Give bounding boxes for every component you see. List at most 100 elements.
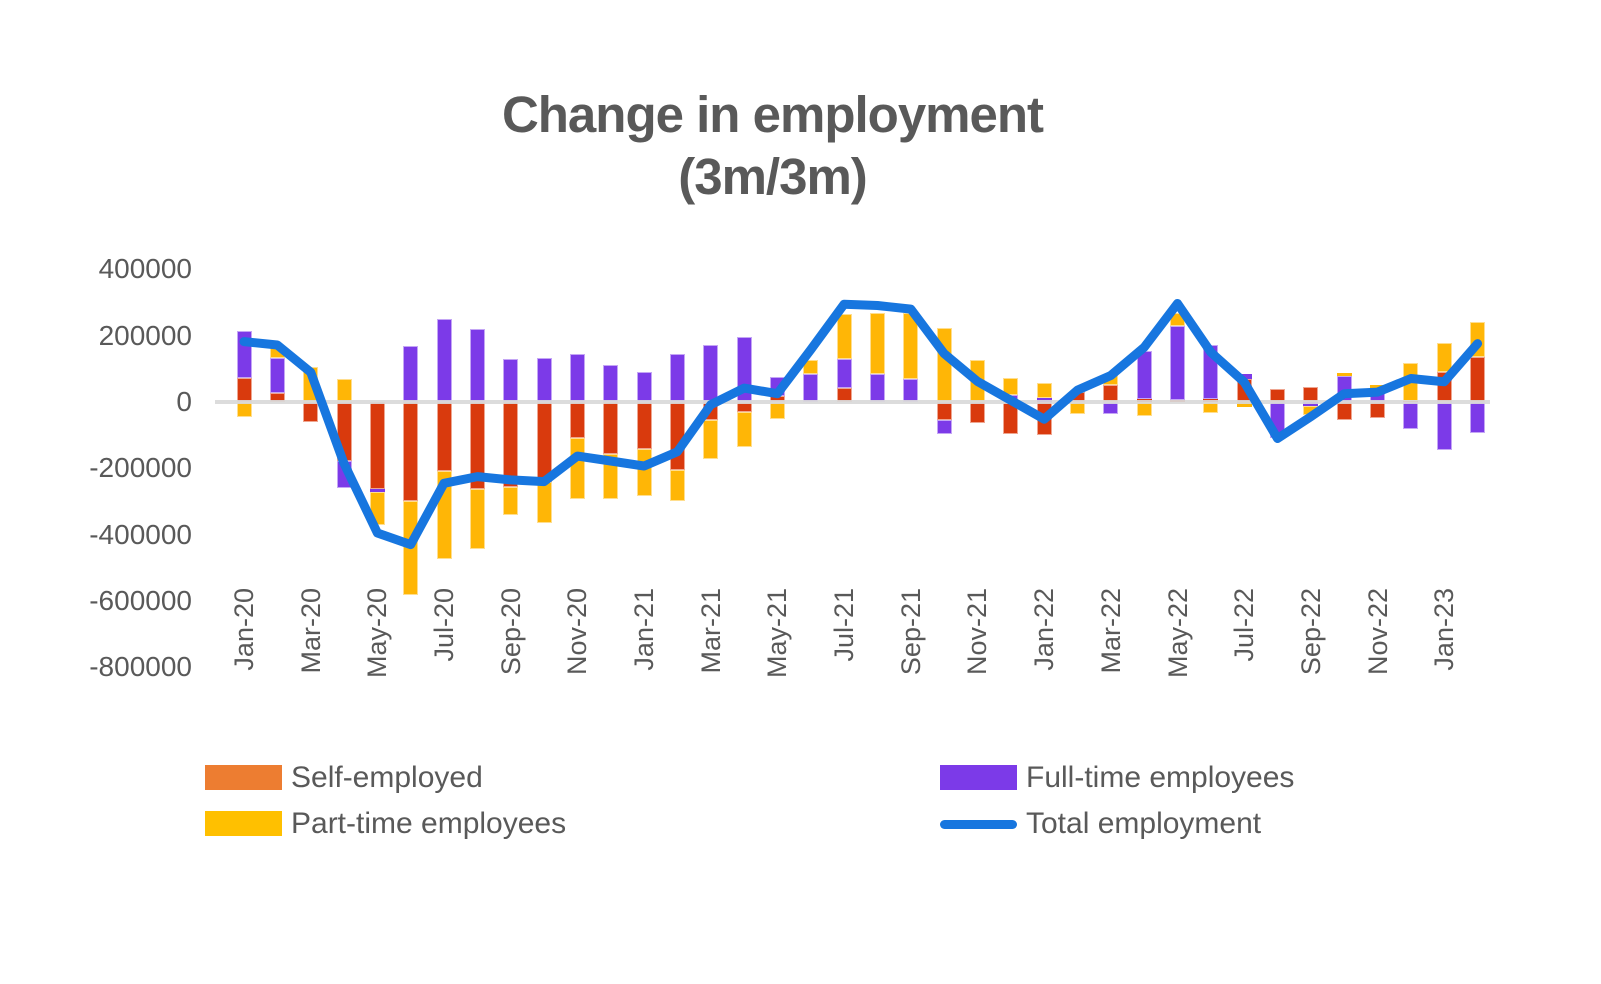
bar-segment-part-time-employees — [1336, 373, 1352, 377]
zero-gridline — [215, 400, 1490, 404]
x-axis-label: Jan-21 — [629, 588, 660, 671]
bar-segment-part-time-employees — [903, 312, 919, 379]
bar-segment-full-time-employees — [703, 344, 719, 402]
bar-segment-full-time-employees — [1136, 351, 1152, 400]
bar-segment-full-time-employees — [803, 374, 819, 402]
x-axis-label: Jul-20 — [429, 588, 460, 662]
y-axis-label: -200000 — [89, 452, 192, 484]
bar-segment-part-time-employees — [936, 328, 952, 402]
bar-segment-full-time-employees — [603, 364, 619, 402]
bar-segment-full-time-employees — [336, 461, 352, 488]
legend-swatch-total-employment — [940, 820, 1017, 829]
bar-segment-self-employed — [636, 402, 652, 450]
x-axis-label: Jan-23 — [1429, 588, 1460, 671]
bar-segment-full-time-employees — [1336, 376, 1352, 402]
bar-segment-self-employed — [569, 402, 585, 439]
bar-segment-part-time-employees — [636, 449, 652, 496]
x-axis-label: May-22 — [1162, 588, 1193, 679]
bar-segment-part-time-employees — [736, 411, 752, 447]
bar-segment-self-employed — [1036, 402, 1052, 436]
bar-segment-self-employed — [1436, 372, 1452, 402]
bar-segment-self-employed — [936, 402, 952, 420]
bar-segment-full-time-employees — [1436, 402, 1452, 451]
bar-segment-part-time-employees — [336, 379, 352, 402]
bar-segment-full-time-employees — [569, 353, 585, 402]
bar-segment-full-time-employees — [1170, 326, 1186, 400]
bar-segment-part-time-employees — [1136, 402, 1152, 416]
chart-title-line1: Change in employment — [501, 86, 1044, 143]
y-axis-label: 400000 — [98, 253, 192, 285]
x-axis-label: Jan-20 — [229, 588, 259, 671]
bar-segment-self-employed — [336, 402, 352, 462]
bar-segment-part-time-employees — [1103, 375, 1119, 386]
legend-label: Full-time employees — [1026, 761, 1295, 794]
bar-segment-part-time-employees — [1170, 312, 1186, 327]
bar-segment-self-employed — [969, 402, 985, 423]
bar-segment-part-time-employees — [836, 314, 852, 359]
bar-segment-part-time-employees — [1370, 385, 1386, 390]
bar-segment-part-time-employees — [1036, 383, 1052, 399]
bar-segment-full-time-employees — [1470, 402, 1486, 434]
bar-segment-full-time-employees — [469, 329, 485, 402]
bar-segment-part-time-employees — [703, 419, 719, 460]
bar-segment-full-time-employees — [936, 419, 952, 434]
bar-segment-full-time-employees — [1236, 374, 1252, 380]
chart-title-line2: (3m/3m) — [678, 148, 868, 205]
x-axis-label: Mar-21 — [695, 588, 726, 674]
x-axis-label: May-21 — [762, 588, 793, 679]
x-axis-label: Mar-20 — [295, 588, 326, 674]
bar-segment-self-employed — [1470, 356, 1486, 402]
bar-segment-full-time-employees — [536, 357, 552, 402]
bar-segment-full-time-employees — [436, 319, 452, 402]
bar-segment-part-time-employees — [1303, 405, 1319, 415]
bar-segment-self-employed — [369, 402, 385, 489]
legend-swatch-self-employed — [205, 765, 282, 790]
bar-segment-full-time-employees — [636, 371, 652, 402]
bar-segment-self-employed — [703, 402, 719, 420]
bar-segment-self-employed — [403, 402, 419, 502]
bar-segment-self-employed — [303, 402, 319, 422]
y-axis-label: -600000 — [89, 584, 192, 616]
y-axis-label: 0 — [176, 386, 192, 417]
bar-segment-part-time-employees — [869, 313, 885, 375]
bar-segment-self-employed — [436, 402, 452, 471]
bar-segment-part-time-employees — [1003, 378, 1019, 396]
bar-segment-full-time-employees — [836, 358, 852, 389]
bar-segment-full-time-employees — [869, 374, 885, 402]
x-axis-label: Nov-22 — [1362, 588, 1393, 676]
bar-segment-self-employed — [1003, 402, 1019, 435]
bar-segment-part-time-employees — [1436, 342, 1452, 373]
bar-segment-full-time-employees — [669, 353, 685, 402]
bar-segment-self-employed — [603, 402, 619, 455]
bar-segment-self-employed — [1236, 379, 1252, 402]
legend-swatch-part-time-employees — [205, 811, 282, 836]
y-axis-label: 200000 — [98, 319, 192, 351]
x-axis-label: Sep-22 — [1295, 588, 1326, 676]
bar-segment-self-employed — [469, 402, 485, 489]
bar-segment-part-time-employees — [969, 359, 985, 402]
bar-segment-self-employed — [1370, 402, 1386, 418]
bar-segment-full-time-employees — [403, 345, 419, 402]
x-axis-label: Jul-22 — [1229, 588, 1260, 662]
legend-label: Self-employed — [291, 761, 483, 794]
total-employment-line — [239, 299, 1483, 550]
bar-segment-self-employed — [536, 402, 552, 482]
bar-segment-full-time-employees — [1203, 344, 1219, 399]
x-axis-label: Jul-21 — [829, 588, 860, 662]
bar-segment-full-time-employees — [1403, 402, 1419, 429]
bar-segment-part-time-employees — [503, 486, 519, 516]
x-axis-label: Nov-21 — [962, 588, 993, 676]
bar-segment-part-time-employees — [303, 367, 319, 402]
bar-segment-part-time-employees — [403, 501, 419, 595]
bar-segment-full-time-employees — [736, 337, 752, 402]
bar-segment-full-time-employees — [269, 358, 285, 394]
bar-segment-self-employed — [1336, 402, 1352, 420]
bar-segment-self-employed — [503, 402, 519, 487]
bar-segment-full-time-employees — [903, 378, 919, 402]
x-axis-label: Sep-21 — [895, 588, 926, 676]
bar-segment-part-time-employees — [803, 359, 819, 375]
x-axis-label: May-20 — [362, 588, 393, 679]
x-axis-label: Sep-20 — [495, 588, 526, 676]
y-axis-label: -400000 — [89, 518, 192, 550]
